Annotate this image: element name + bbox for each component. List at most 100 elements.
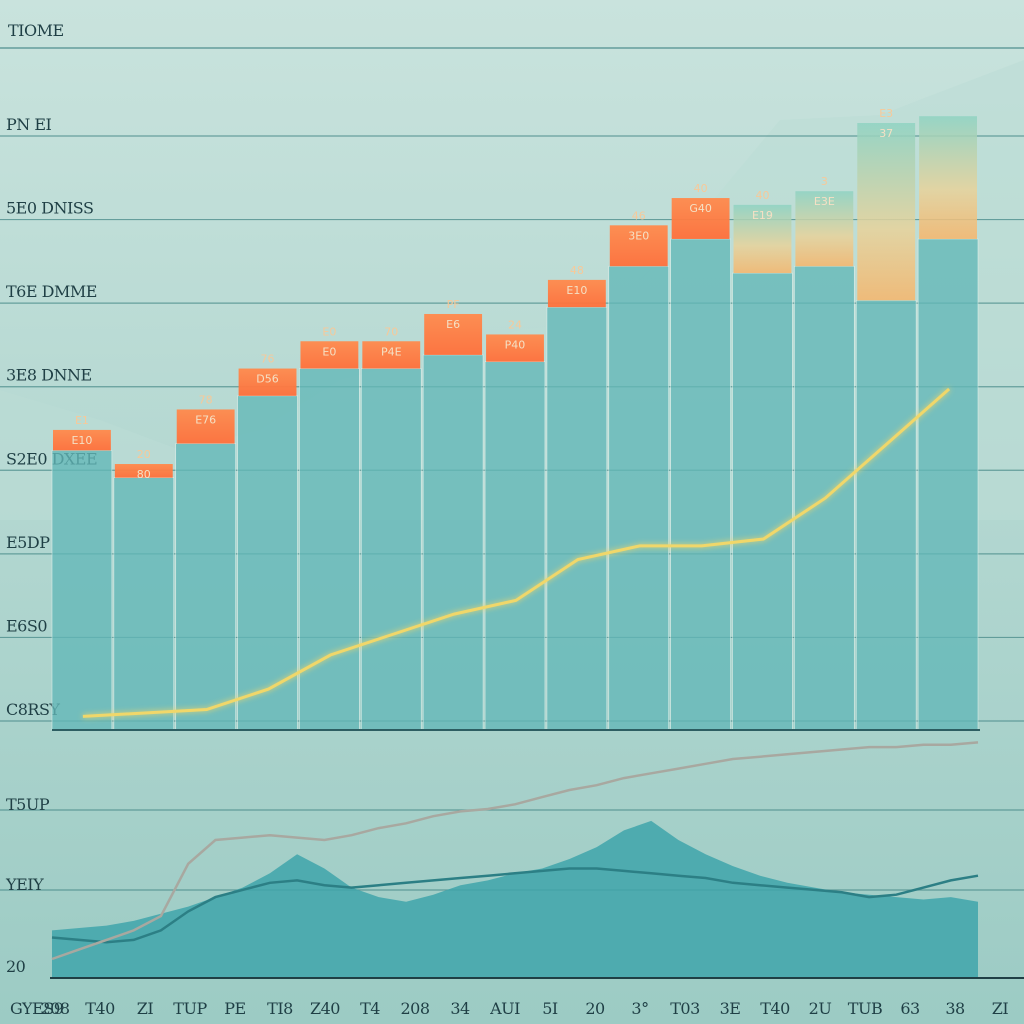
bar-cap	[424, 313, 483, 355]
bar-inner-label: E3E	[814, 195, 835, 208]
x-tick-label: 20	[585, 999, 605, 1018]
x-tick-label: T4	[360, 999, 380, 1018]
bar-cap	[486, 334, 544, 362]
x-tick-label: ZI	[992, 999, 1009, 1018]
bottom-y-axis-labels: T5UP YEIY 20	[5, 795, 50, 976]
bar-inner-label: 80	[137, 468, 151, 481]
y-tick-label: PN EI	[6, 115, 52, 134]
x-tick-label: 3°	[631, 999, 648, 1018]
chart-title: TIOME	[8, 21, 64, 40]
bar-inner-label: 3E0	[628, 229, 649, 242]
bar	[546, 306, 608, 731]
bar-top-label: 46	[632, 209, 646, 222]
bar-top-label: 78	[199, 393, 213, 406]
area-series	[52, 820, 978, 978]
bar-inner-label: E10	[71, 434, 92, 447]
bar-cap	[238, 368, 297, 396]
x-tick-label: PE	[224, 999, 245, 1018]
bar-cap	[176, 409, 235, 444]
bar-top-label: 40	[694, 182, 708, 195]
bar	[855, 300, 917, 731]
x-tick-label: TUP	[173, 999, 207, 1018]
bar-top-labels: E1 20 78 76 E0 70 PF 24 48 46 40 40 3 E3	[75, 107, 893, 461]
bar-inner-label: 37	[879, 127, 893, 140]
x-tick-label: 2U	[809, 999, 832, 1018]
y-tick-label: E5DP	[6, 533, 50, 552]
x-tick-label: 38	[945, 999, 965, 1018]
bar-top-label: PF	[447, 298, 460, 311]
x-tick-label: Z40	[310, 999, 340, 1018]
trend-line	[82, 387, 951, 718]
x-tick-label: 208	[400, 999, 429, 1018]
bar-top-label: 3	[821, 175, 828, 188]
x-tick-label: T40	[85, 999, 115, 1018]
bar-cap	[919, 116, 977, 239]
bar	[422, 354, 484, 731]
bar	[917, 238, 979, 731]
bar	[299, 368, 360, 731]
bar-inner-label: E76	[195, 413, 216, 426]
bar-cap	[671, 198, 730, 239]
x-tick-label: TI8	[267, 999, 293, 1018]
x-tick-label: T40	[760, 999, 790, 1018]
x-tick-label: 63	[900, 999, 919, 1018]
y-tick-label: 3E8 DNNE	[6, 366, 92, 385]
bar-inner-label: D56	[256, 373, 278, 386]
bar-inner-label: E19	[752, 209, 773, 222]
y-tick-label: T5UP	[6, 795, 50, 814]
bar	[175, 443, 236, 731]
x-tick-label: ZI	[137, 999, 154, 1018]
bar-series	[51, 238, 979, 731]
bar	[732, 272, 793, 731]
bar-cap	[733, 204, 792, 274]
bar-top-label: E0	[322, 325, 336, 338]
dark-line-series	[51, 867, 979, 944]
bar	[113, 477, 175, 731]
mid-line-series	[51, 741, 979, 961]
y-tick-label: E6S0	[6, 616, 47, 635]
bar-top-label: 70	[384, 325, 398, 338]
bar-top-label: E3	[879, 107, 893, 120]
bar-cap	[114, 464, 173, 478]
bar-top-label: 40	[755, 189, 769, 202]
x-tick-label: 208	[40, 999, 69, 1018]
bar-inner-label: E6	[446, 318, 460, 331]
bar	[670, 238, 731, 731]
x-tick-label: 5I	[542, 999, 558, 1018]
y-tick-label: YEIY	[5, 875, 44, 894]
bar-top-label: 24	[508, 318, 522, 331]
bar-cap	[857, 123, 916, 301]
bar-top-label: 48	[570, 264, 584, 277]
bar-cap	[300, 341, 359, 369]
bar-top-label: 76	[261, 353, 275, 366]
x-tick-label: T03	[670, 999, 700, 1018]
bar-cap	[547, 279, 606, 308]
bar-top-label: 20	[137, 448, 151, 461]
x-tick-label: AUI	[489, 999, 520, 1018]
bar-top-label: E1	[75, 414, 89, 427]
bar-cap	[53, 429, 111, 451]
bar-caps	[53, 116, 977, 478]
bar	[608, 265, 669, 731]
x-tick-label: GYES9	[10, 999, 64, 1018]
y-tick-label: T6E DMME	[6, 282, 97, 301]
bar-inner-label: G40	[689, 202, 712, 215]
bar	[51, 450, 113, 731]
bar-inner-label: P40	[505, 338, 526, 351]
bar-inner-label: E10	[566, 284, 587, 297]
bar-cap	[609, 225, 668, 267]
bar	[361, 368, 422, 731]
y-tick-label: 20	[6, 957, 26, 976]
y-tick-label: 5E0 DNISS	[6, 199, 93, 218]
x-tick-label: 3E	[720, 999, 741, 1018]
bar-inner-label: E0	[322, 345, 336, 358]
x-tick-label: 34	[450, 999, 470, 1018]
x-tick-label: TUB	[848, 999, 882, 1018]
bar-inner-label: P4E	[381, 345, 402, 358]
bar	[237, 395, 298, 731]
bar-cap	[795, 191, 854, 267]
